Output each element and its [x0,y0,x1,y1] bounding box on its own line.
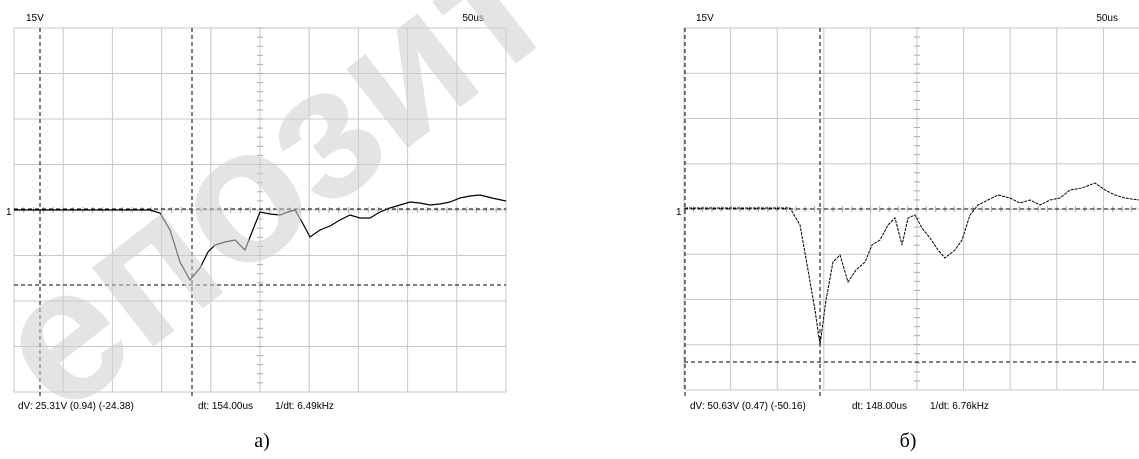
freq-readout: 1/dt: 6.49kHz [275,401,334,412]
marker: 1 [6,207,12,218]
label-volts: 15V [26,13,44,24]
caption: а) [254,430,270,452]
label-time: 50us [1096,13,1118,24]
dv-readout: dV: 50.63V (0.47) (-50.16) [690,401,806,412]
trace-b [685,183,1139,345]
scope-b: 15V 50us 1 dV: 50.63V (0.47) (-50.16) dt: 14… [676,13,1139,452]
label-volts: 15V [696,13,714,24]
page: 15V50us1dV: 25.31V (0.94) (-24.38)dt: 15… [0,0,1139,459]
caption: б) [900,430,917,452]
watermark: епозит [0,0,588,452]
dt-readout: dt: 148.00us [852,401,907,412]
dt-readout: dt: 154.00us [198,401,253,412]
marker: 1 [676,207,682,218]
freq-readout: 1/dt: 6.76kHz [930,401,989,412]
